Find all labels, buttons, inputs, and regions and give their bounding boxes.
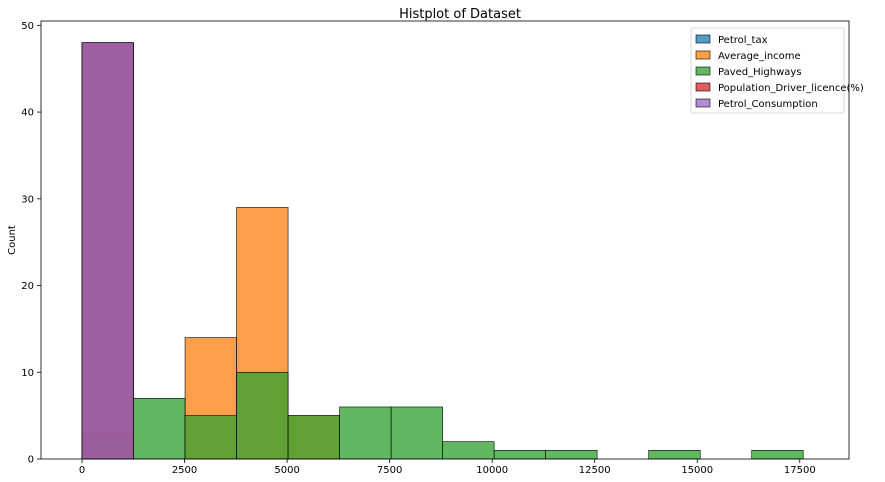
histogram-bar-paved-highways-9 xyxy=(545,450,598,460)
y-axis-ticks: 0 10 20 30 40 50 xyxy=(21,21,41,466)
legend-swatch xyxy=(695,66,711,76)
legend-swatch xyxy=(695,82,711,92)
legend-label: Petrol_tax xyxy=(718,35,768,46)
y-tick-label: 40 xyxy=(21,108,34,119)
x-tick-label: 15000 xyxy=(681,465,713,476)
histogram-bar-paved-highways-2 xyxy=(184,415,237,460)
x-tick-label: 17500 xyxy=(784,465,816,476)
legend-swatch xyxy=(695,34,711,44)
legend-swatch xyxy=(695,98,711,108)
plot-area-frame xyxy=(40,20,850,460)
legend-label: Average_income xyxy=(718,51,801,62)
x-tick-label: 12500 xyxy=(579,465,611,476)
legend-swatch xyxy=(695,50,711,60)
histogram-bar-paved-highways-6 xyxy=(390,406,443,460)
legend-label: Paved_Highways xyxy=(718,67,802,78)
x-tick-label: 5000 xyxy=(274,465,299,476)
x-tick-label: 10000 xyxy=(476,465,508,476)
y-tick-label: 10 xyxy=(21,368,34,379)
x-tick-label: 2500 xyxy=(172,465,197,476)
histogram-bar-paved-highways-4 xyxy=(287,415,340,460)
x-axis-ticks: 0 2500 5000 7500 10000 12500 15000 17500 xyxy=(79,459,816,476)
x-tick-label: 7500 xyxy=(377,465,402,476)
histogram-bar-paved-highways-7 xyxy=(442,441,495,460)
histogram-bar-paved-highways-11 xyxy=(648,450,701,460)
histogram-bar-paved-highways-13 xyxy=(751,450,804,460)
y-tick-label: 50 xyxy=(21,21,34,32)
histogram-bar-paved-highways-1 xyxy=(133,397,186,460)
y-axis-label: Count xyxy=(7,225,18,255)
legend: Petrol_tax Average_income Paved_Highways Po… xyxy=(690,27,864,114)
y-tick-label: 20 xyxy=(21,281,34,292)
chart-title: Histplot of Dataset xyxy=(399,7,521,22)
histogram-bar-petrol-consumption-0 xyxy=(81,42,134,460)
y-tick-label: 0 xyxy=(28,455,34,466)
histogram-bar-paved-highways-8 xyxy=(493,450,546,460)
legend-label: Petrol_Consumption xyxy=(718,99,818,110)
legend-box xyxy=(690,27,845,114)
y-tick-label: 30 xyxy=(21,194,34,205)
histogram-bar-paved-highways-5 xyxy=(339,406,392,460)
x-tick-label: 0 xyxy=(79,465,85,476)
legend-label: Population_Driver_licence(%) xyxy=(718,83,864,94)
bars-layer xyxy=(81,42,804,460)
histogram-bar-paved-highways-3 xyxy=(236,371,289,460)
